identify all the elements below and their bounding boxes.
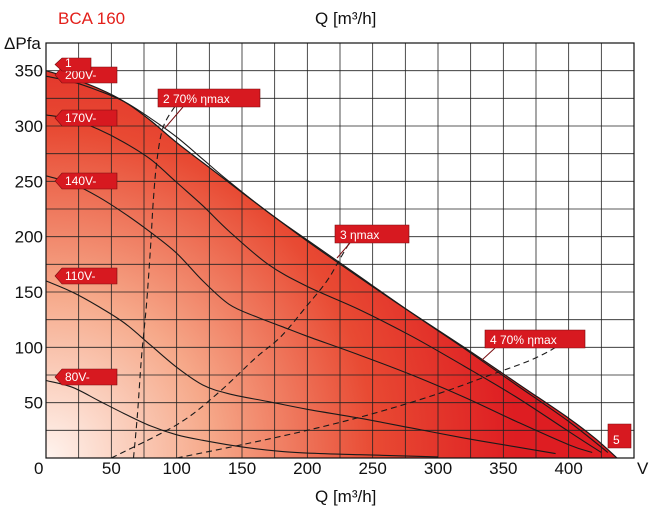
marker-3-tag: 3 ηmax: [334, 224, 410, 244]
voltage-tag-170v-text: 170V-: [65, 111, 96, 125]
voltage-tag-80v-text: 80V-: [65, 370, 90, 384]
marker-1-tag: 1: [54, 56, 92, 72]
y-tick-label: 100: [15, 338, 43, 357]
voltage-tag-170v-shape: [54, 109, 118, 127]
x-axis-label: Q [m³/h]: [315, 487, 376, 506]
efficiency-line-1: [132, 103, 178, 459]
marker-4-tag-text: 4 70% ηmax: [490, 333, 557, 347]
efficiency-line-3: [176, 335, 570, 459]
chart-title: BCA 160: [58, 9, 125, 28]
x-tick-label: 300: [424, 459, 452, 478]
marker-4-tag: 4 70% ηmax: [484, 329, 586, 349]
marker-1-tag-shape: [54, 57, 92, 72]
marker-2-tag: 2 70% ηmax: [157, 88, 261, 108]
voltage-tag-110v: 110V-: [54, 267, 118, 285]
y-tick-label: 250: [15, 172, 43, 191]
marker-2-tag-text: 2 70% ηmax: [163, 92, 230, 106]
marker-4-leader: [481, 347, 496, 361]
voltage-tag-140v-shape: [54, 172, 118, 190]
efficiency-line-2: [111, 225, 361, 459]
marker-2-leader: [164, 106, 184, 129]
y-tick-label: 200: [15, 228, 43, 247]
voltage-tag-140v-text: 140V-: [65, 174, 96, 188]
marker-3-leader: [336, 242, 351, 259]
x-tick-label: 350: [489, 459, 517, 478]
y-tick-label: 150: [15, 283, 43, 302]
y-tick-label: 50: [24, 394, 43, 413]
x-tick-label: 150: [228, 459, 256, 478]
voltage-tag-140v: 140V-: [54, 172, 118, 190]
marker-5-tag: 5: [607, 423, 632, 449]
y-tick-label: 300: [15, 117, 43, 136]
fan-curve-200v: [45, 75, 609, 453]
x-tick-label: 250: [358, 459, 386, 478]
marker-3-tag-text: 3 ηmax: [340, 228, 379, 242]
fan-curve-110v: [45, 280, 556, 455]
origin-label: 0: [34, 459, 43, 478]
voltage-tag-80v: 80V-: [54, 368, 118, 386]
x-tick-label: 200: [293, 459, 321, 478]
x-axis-end-label: V: [637, 459, 649, 478]
voltage-tag-110v-shape: [54, 267, 118, 285]
fan-curve-80v: [45, 379, 439, 458]
x-axis-label-top: Q [m³/h]: [315, 9, 376, 28]
y-tick-label: 350: [15, 62, 43, 81]
marker-2-tag-shape: [157, 88, 261, 108]
x-tick-label: 50: [102, 459, 121, 478]
marker-5-tag-text: 5: [613, 433, 620, 447]
voltage-tag-110v-text: 110V-: [65, 269, 95, 283]
fan-curve-170v: [45, 114, 602, 453]
voltage-tag-200v-text: 200V-: [65, 68, 96, 82]
voltage-tag-80v-shape: [54, 368, 118, 386]
marker-5-tag-shape: [607, 423, 632, 449]
x-tick-label: 400: [554, 459, 582, 478]
marker-1-tag-text: 1: [65, 56, 72, 70]
voltage-tag-170v: 170V-: [54, 109, 118, 127]
y-axis-label: ΔPfa: [4, 34, 41, 53]
plot-frame: [45, 42, 635, 459]
marker-4-tag-shape: [484, 329, 586, 349]
marker-3-tag-shape: [334, 224, 410, 244]
fan-curve-140v: [45, 175, 593, 454]
x-tick-label: 100: [162, 459, 190, 478]
